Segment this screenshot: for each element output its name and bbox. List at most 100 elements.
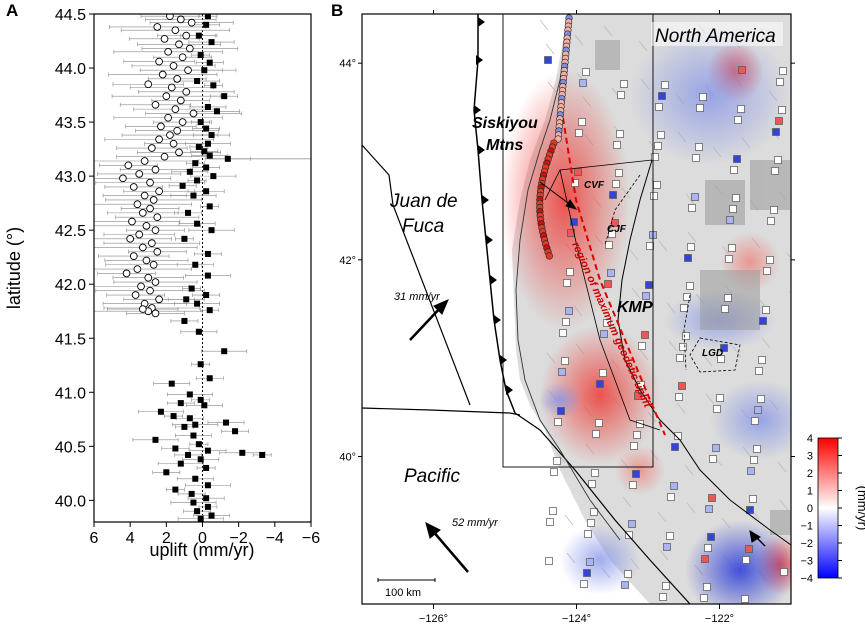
data-point-circle xyxy=(149,260,158,269)
data-point-square xyxy=(194,300,201,307)
data-point-square xyxy=(208,512,215,519)
station-marker xyxy=(630,442,638,450)
station-marker xyxy=(755,367,763,375)
data-point-square xyxy=(170,413,177,420)
station-marker xyxy=(651,153,659,161)
data-point-square xyxy=(203,188,210,195)
station-marker xyxy=(628,520,636,528)
data-point-circle xyxy=(133,200,142,209)
station-marker xyxy=(774,156,782,164)
station-marker xyxy=(575,129,583,137)
station-marker xyxy=(620,80,628,88)
data-point-circle xyxy=(155,295,163,304)
data-point-square xyxy=(204,447,211,454)
y-tick-label: 40.0 xyxy=(55,493,86,510)
subduction-teeth xyxy=(474,17,513,395)
data-point-square xyxy=(206,307,213,314)
data-point-square xyxy=(195,32,202,39)
data-point-square xyxy=(221,348,228,355)
data-point-circle xyxy=(129,183,138,191)
station-marker xyxy=(633,431,641,439)
y-tick-label: 41.5 xyxy=(55,331,86,348)
data-point-square xyxy=(210,82,217,89)
station-marker xyxy=(778,106,786,114)
station-marker xyxy=(557,407,565,415)
y-tick-label: 42.0 xyxy=(55,277,86,294)
station-marker xyxy=(708,494,716,502)
station-marker xyxy=(732,194,740,202)
data-point-circle xyxy=(167,83,176,92)
station-marker xyxy=(750,456,758,464)
station-marker xyxy=(737,105,745,113)
data-point-square xyxy=(203,292,210,299)
terrain-stroke xyxy=(777,461,787,473)
station-marker xyxy=(580,580,588,588)
x-tick-label: −4 xyxy=(266,530,284,547)
panel-a-points xyxy=(94,14,311,522)
terrain-stroke xyxy=(603,25,613,37)
data-point-circle xyxy=(144,80,153,89)
station-marker xyxy=(717,355,725,363)
data-point-square xyxy=(197,361,204,368)
data-point-square xyxy=(206,152,213,159)
station-marker xyxy=(703,583,711,591)
data-point-square xyxy=(186,415,193,422)
data-point-square xyxy=(204,103,211,110)
lon-tick-label: −122° xyxy=(705,613,734,625)
data-point-square xyxy=(157,408,164,415)
station-marker xyxy=(758,356,766,364)
data-point-square xyxy=(201,402,208,409)
data-point-circle xyxy=(119,174,127,183)
colorbar-ticks: 4 3 2 1 0 −1 −2 −3 −4 xyxy=(800,433,842,585)
data-point-circle xyxy=(151,226,160,235)
y-tick-label: 44.0 xyxy=(55,61,86,78)
station-marker xyxy=(676,354,684,362)
map-content: North America Juan de Fuca Pacific Siski… xyxy=(362,14,791,604)
data-point-circle xyxy=(126,234,135,243)
data-point-circle xyxy=(171,105,180,113)
siskiyou-label: Siskiyou xyxy=(472,115,538,132)
terrain-stroke xyxy=(703,355,713,367)
data-point-square xyxy=(177,460,184,467)
data-point-circle xyxy=(155,135,163,144)
station-marker xyxy=(657,131,665,139)
panel-a-x-axis-title: uplift (mm/yr) xyxy=(150,540,255,560)
station-marker xyxy=(553,457,561,465)
data-point-circle xyxy=(173,126,182,135)
station-marker xyxy=(771,167,779,175)
data-point-square xyxy=(197,396,204,403)
trench-tooth xyxy=(490,275,497,285)
data-point-circle xyxy=(135,230,144,239)
station-marker xyxy=(754,406,762,414)
data-point-square xyxy=(177,400,184,407)
station-marker xyxy=(671,443,679,451)
station-marker xyxy=(554,418,562,426)
data-point-circle xyxy=(142,221,151,230)
station-marker xyxy=(566,268,574,276)
panel-b-map: North America Juan de Fuca Pacific Siski… xyxy=(339,10,795,625)
lat-tick-label: 44° xyxy=(339,58,356,70)
trench-tooth xyxy=(474,105,481,115)
data-point-square xyxy=(208,132,215,139)
cjf-outline xyxy=(604,174,641,246)
colorbar-tick-label: −4 xyxy=(800,573,813,585)
subsidence-anomaly-south xyxy=(685,520,791,604)
station-marker xyxy=(663,543,671,551)
panel-a-letter: A xyxy=(6,1,18,20)
station-marker xyxy=(642,292,650,300)
data-point-square xyxy=(195,328,202,335)
trench-tooth xyxy=(478,17,485,27)
station-marker xyxy=(638,342,646,350)
data-point-square xyxy=(190,432,197,439)
station-marker xyxy=(584,530,592,538)
data-point-square xyxy=(201,67,208,74)
station-marker xyxy=(586,558,594,566)
station-marker xyxy=(733,155,741,163)
scale-bar xyxy=(377,578,436,582)
station-marker xyxy=(629,481,637,489)
x-tick-label: 6 xyxy=(90,530,99,547)
station-marker xyxy=(636,420,644,428)
trench-tooth xyxy=(482,195,489,205)
station-marker xyxy=(684,254,692,262)
